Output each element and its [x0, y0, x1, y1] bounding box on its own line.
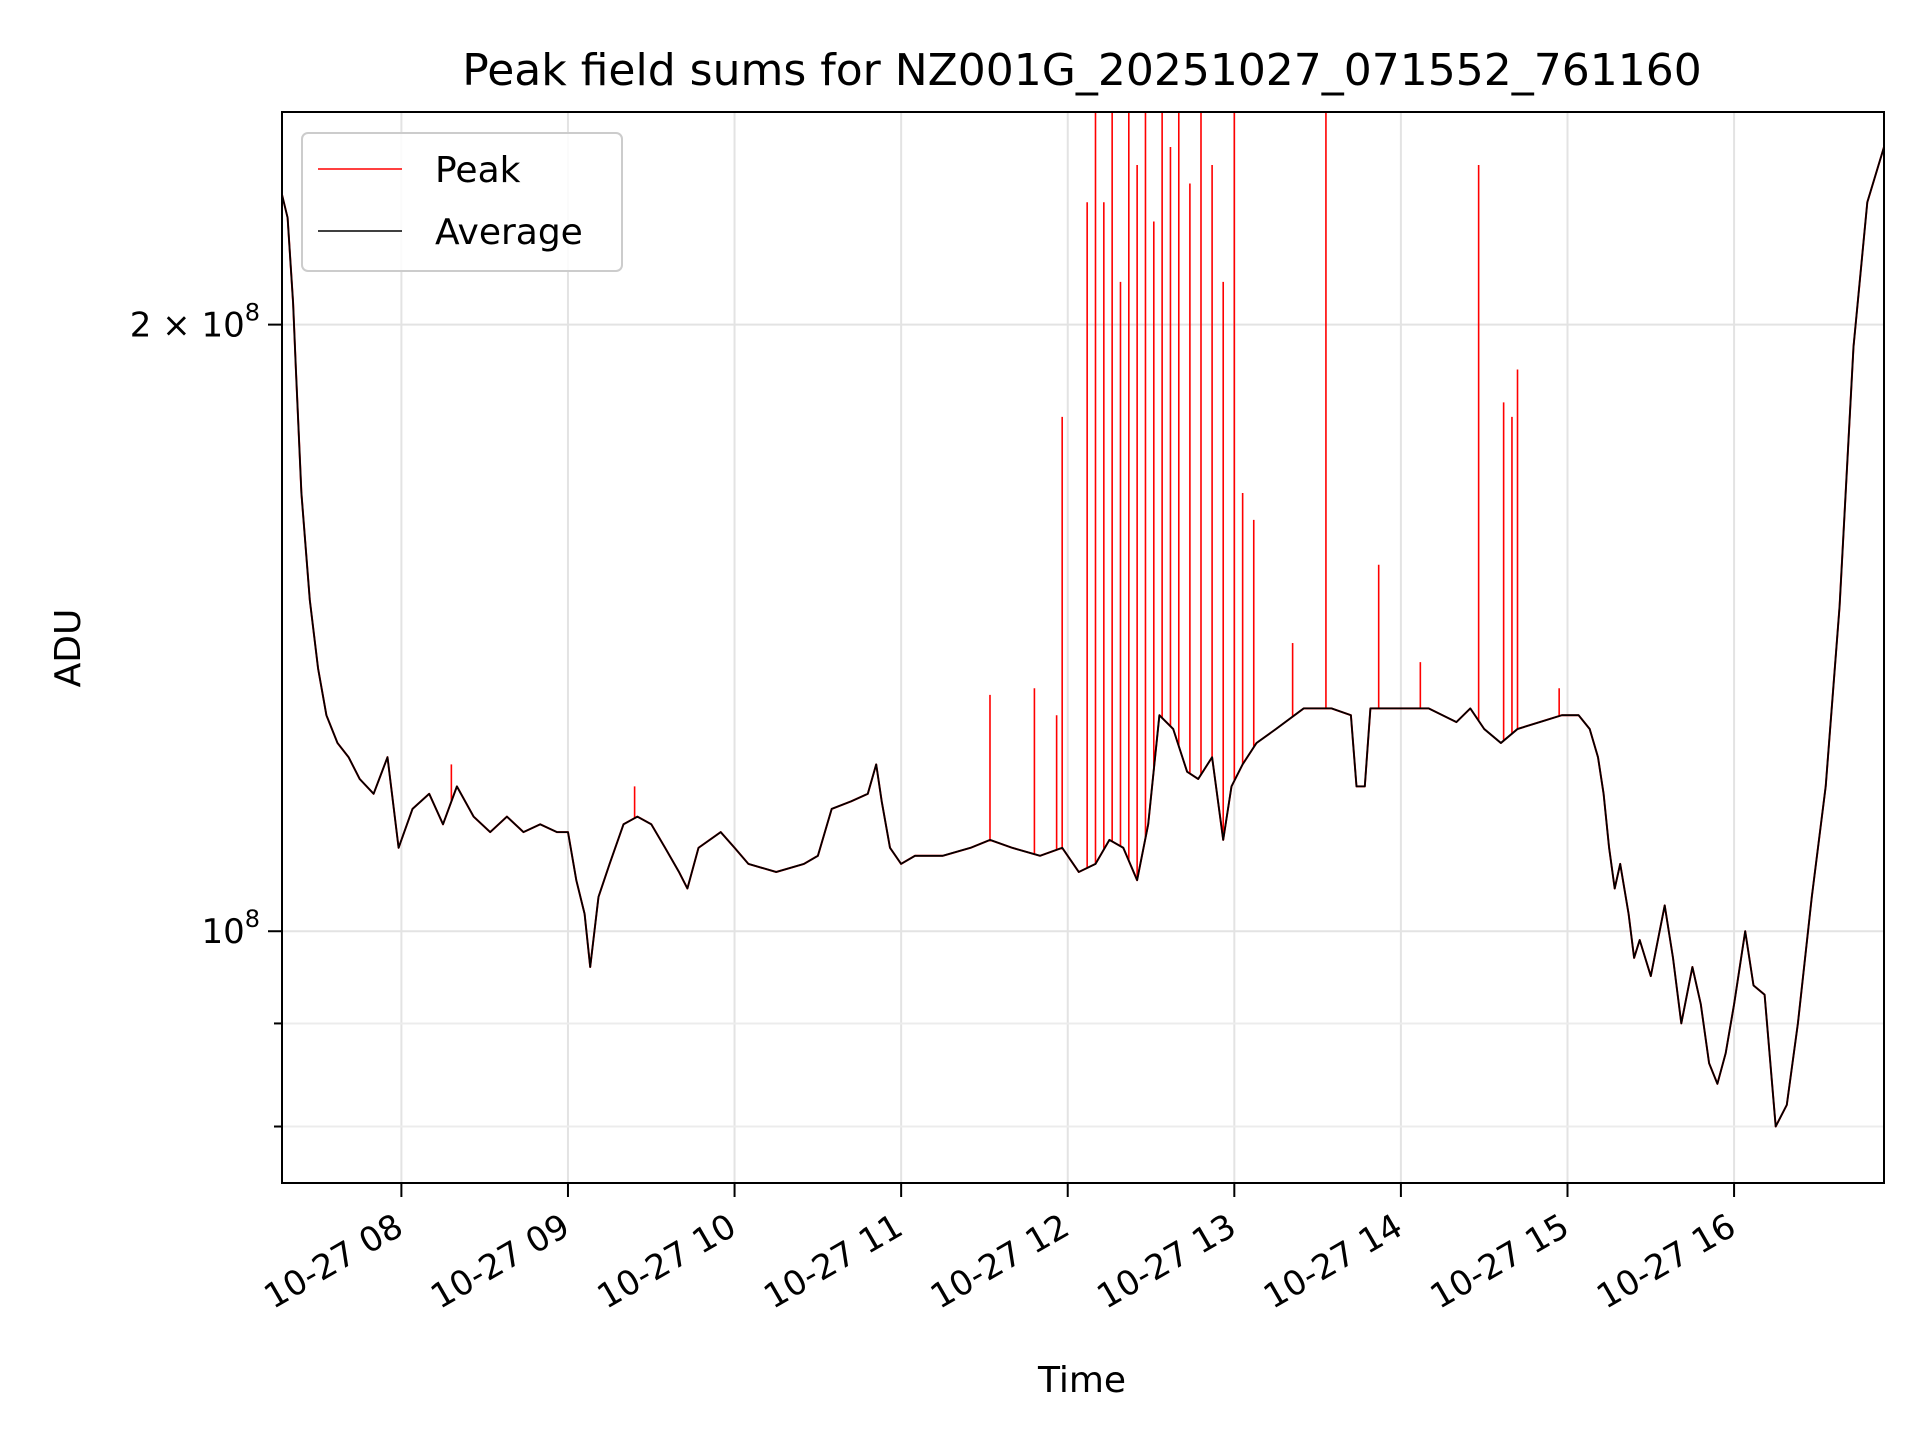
- chart-title: Peak field sums for NZ001G_20251027_0715…: [462, 45, 1701, 96]
- y-tick-label: 108: [201, 905, 260, 952]
- plot-area-frame: [281, 111, 1885, 1184]
- legend: Peak Average: [301, 132, 623, 272]
- y-axis-label: ADU: [48, 609, 89, 688]
- legend-peak-label: Peak: [435, 150, 521, 191]
- grid-lines: [282, 112, 1884, 1183]
- average-series-line: [281, 146, 1885, 1128]
- legend-box: [301, 132, 623, 272]
- y-tick-label: 2 × 108: [130, 299, 260, 346]
- x-axis-label: Time: [1037, 1360, 1126, 1401]
- legend-average-label: Average: [435, 212, 583, 253]
- y-axis: 108 2 × 108: [130, 299, 282, 1128]
- average-series: [281, 146, 1885, 1128]
